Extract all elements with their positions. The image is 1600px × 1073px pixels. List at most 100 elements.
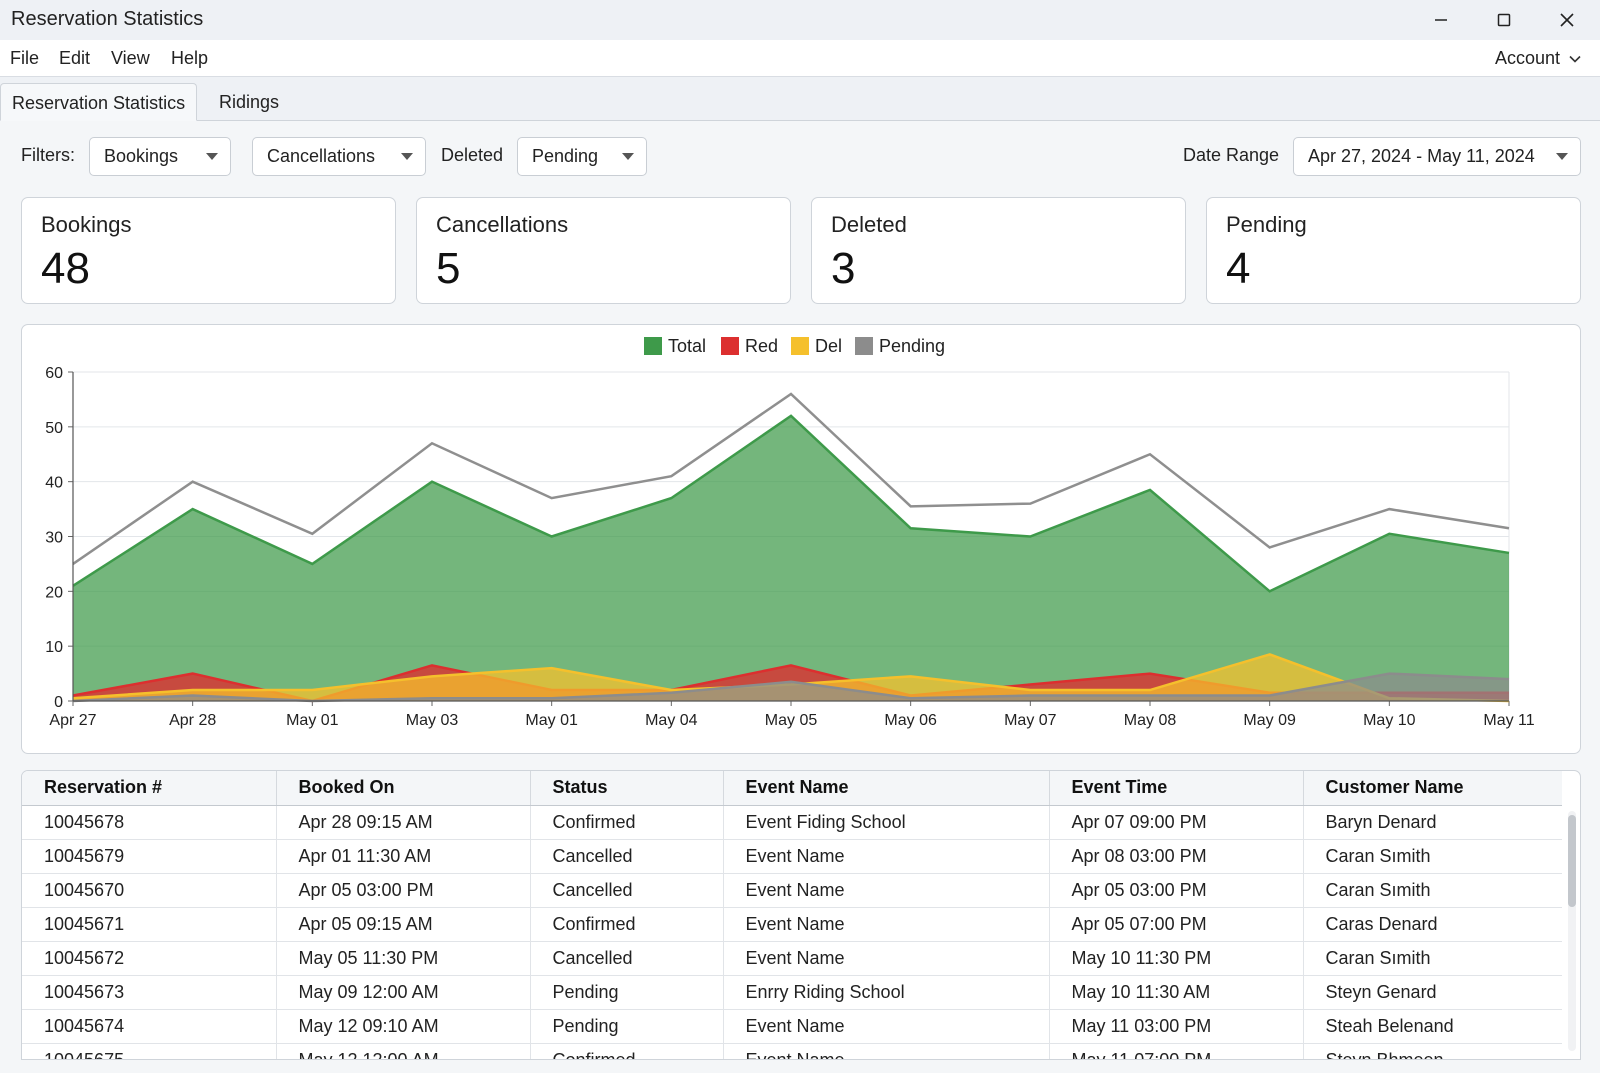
legend-label: Pending	[879, 336, 945, 356]
table-cell: 10045679	[22, 839, 277, 874]
bookings-filter-value: Bookings	[104, 146, 179, 166]
date-range-dropdown[interactable]: Apr 27, 2024 - May 11, 2024	[1293, 137, 1581, 176]
table-cell: Event Name	[723, 873, 1050, 908]
column-header[interactable]: Event Time	[1049, 771, 1304, 806]
account-menu[interactable]: Account	[1495, 48, 1582, 69]
deleted-filter-label: Deleted	[441, 145, 504, 165]
reservations-table-panel: Reservation # Booked On Status Event Name Ev…	[21, 770, 1581, 1060]
tab-bar: Reservation Statistics Ridings	[0, 81, 1600, 121]
table-cell: May 05 11:30 PM	[276, 941, 531, 976]
y-tick-label: 10	[45, 639, 63, 656]
table-cell: Pending	[530, 975, 724, 1010]
column-header[interactable]: Status	[530, 771, 724, 806]
cancellations-filter-value: Cancellations	[267, 146, 376, 166]
table-cell: Apr 05 03:00 PM	[276, 873, 531, 908]
table-cell: Steyn Bhmeen	[1303, 1043, 1562, 1059]
table-cell: Cancelled	[530, 941, 724, 976]
table-cell: Cancelled	[530, 873, 724, 908]
tab-ridings[interactable]: Ridings	[219, 92, 280, 112]
table-scrollbar[interactable]	[1568, 811, 1576, 1051]
table-cell: Apr 08 03:00 PM	[1049, 839, 1304, 874]
legend-label: Del	[815, 336, 842, 356]
x-tick-label: Apr 27	[49, 712, 96, 729]
close-button[interactable]	[1550, 6, 1584, 34]
table-cell: Apr 05 03:00 PM	[1049, 873, 1304, 908]
minimize-button[interactable]	[1424, 6, 1458, 34]
table-row[interactable]: 10045671 Apr 05 09:15 AM Confirmed Event Na…	[22, 907, 1562, 942]
table-row[interactable]: 10045674 May 12 09:10 AM Pending Event Name…	[22, 1009, 1562, 1044]
legend-label: Total	[668, 336, 706, 356]
legend-swatch	[791, 337, 809, 355]
column-header[interactable]: Reservation #	[22, 771, 277, 806]
table-cell: May 12 12:00 AM	[276, 1043, 531, 1059]
x-tick-label: May 06	[884, 712, 937, 729]
card-label: Deleted	[831, 212, 907, 237]
filters-label: Filters:	[21, 145, 75, 165]
table-cell: May 09 12:00 AM	[276, 975, 531, 1010]
table-row[interactable]: 10045679 Apr 01 11:30 AM Cancelled Event Na…	[22, 839, 1562, 874]
table-body: 10045678 Apr 28 09:15 AM Confirmed Event Fi…	[22, 805, 1562, 1059]
table-cell: Event Name	[723, 1043, 1050, 1059]
table-cell: Apr 28 09:15 AM	[276, 805, 531, 840]
card-label: Cancellations	[436, 212, 569, 237]
column-header[interactable]: Booked On	[276, 771, 531, 806]
scrollbar-thumb[interactable]	[1568, 815, 1576, 907]
deleted-card: Deleted 3	[811, 197, 1186, 304]
table-row[interactable]: 10045675 May 12 12:00 AM Confirmed Event Na…	[22, 1043, 1562, 1059]
date-range-value: Apr 27, 2024 - May 11, 2024	[1308, 146, 1535, 166]
table-cell: Pending	[530, 1009, 724, 1044]
y-tick-label: 50	[45, 420, 63, 437]
table-row[interactable]: 10045670 Apr 05 03:00 PM Cancelled Event Na…	[22, 873, 1562, 908]
area-del	[73, 654, 1509, 701]
table-cell: Apr 07 09:00 PM	[1049, 805, 1304, 840]
menu-file[interactable]: File	[10, 48, 40, 68]
table-row[interactable]: 10045672 May 05 11:30 PM Cancelled Event Na…	[22, 941, 1562, 976]
card-value: 3	[831, 244, 856, 293]
dropdown-caret-icon	[206, 153, 218, 160]
bookings-card: Bookings 48	[21, 197, 396, 304]
table-cell: Caran Sımith	[1303, 839, 1562, 874]
minimize-icon	[1435, 19, 1447, 21]
x-tick-label: May 08	[1124, 712, 1177, 729]
legend-label: Red	[745, 336, 778, 356]
outline-line	[72, 392, 1510, 565]
card-value: 5	[436, 244, 461, 293]
pending-card: Pending 4	[1206, 197, 1581, 304]
table-cell: Confirmed	[530, 805, 724, 840]
dropdown-caret-icon	[401, 153, 413, 160]
menu-edit[interactable]: Edit	[59, 48, 91, 68]
table-cell: May 10 11:30 AM	[1049, 975, 1304, 1010]
table-cell: May 11 07:00 PM	[1049, 1043, 1304, 1059]
area-total	[73, 415, 1509, 701]
table-cell: Confirmed	[530, 907, 724, 942]
legend-swatch	[644, 337, 662, 355]
chart-panel: 0 10 20 30 40 50 60 Apr 27 Apr 28 May 01 May 03 May…	[21, 324, 1581, 754]
x-tick-label: Apr 28	[169, 712, 216, 729]
table-cell: Apr 05 07:00 PM	[1049, 907, 1304, 942]
table-cell: 10045670	[22, 873, 277, 908]
menu-bar: File Edit View Help Account	[0, 40, 1600, 77]
tab-reservation-statistics[interactable]: Reservation Statistics	[0, 83, 198, 121]
cancellations-filter-dropdown[interactable]: Cancellations	[252, 137, 426, 176]
maximize-button[interactable]	[1487, 6, 1521, 34]
pending-filter-dropdown[interactable]: Pending	[517, 137, 647, 176]
table-cell: Steyn Genard	[1303, 975, 1562, 1010]
card-label: Pending	[1226, 212, 1307, 237]
x-tick-label: May 04	[645, 712, 698, 729]
chevron-down-icon	[1569, 55, 1581, 63]
table-row[interactable]: 10045673 May 09 12:00 AM Pending Enrry Ridi…	[22, 975, 1562, 1010]
table-cell: 10045673	[22, 975, 277, 1010]
table-cell: Steah Belenand	[1303, 1009, 1562, 1044]
column-header[interactable]: Event Name	[723, 771, 1050, 806]
bookings-filter-dropdown[interactable]: Bookings	[89, 137, 231, 176]
column-header[interactable]: Customer Name	[1303, 771, 1562, 806]
table-cell: Event Name	[723, 907, 1050, 942]
account-label: Account	[1494, 48, 1560, 68]
menu-view[interactable]: View	[111, 48, 150, 68]
menu-help[interactable]: Help	[171, 48, 209, 68]
table-cell: Cancelled	[530, 839, 724, 874]
reservations-table: Reservation # Booked On Status Event Name Ev…	[22, 771, 1562, 1059]
table-row[interactable]: 10045678 Apr 28 09:15 AM Confirmed Event Fi…	[22, 805, 1562, 840]
table-cell: Event Name	[723, 1009, 1050, 1044]
table-cell: May 12 09:10 AM	[276, 1009, 531, 1044]
